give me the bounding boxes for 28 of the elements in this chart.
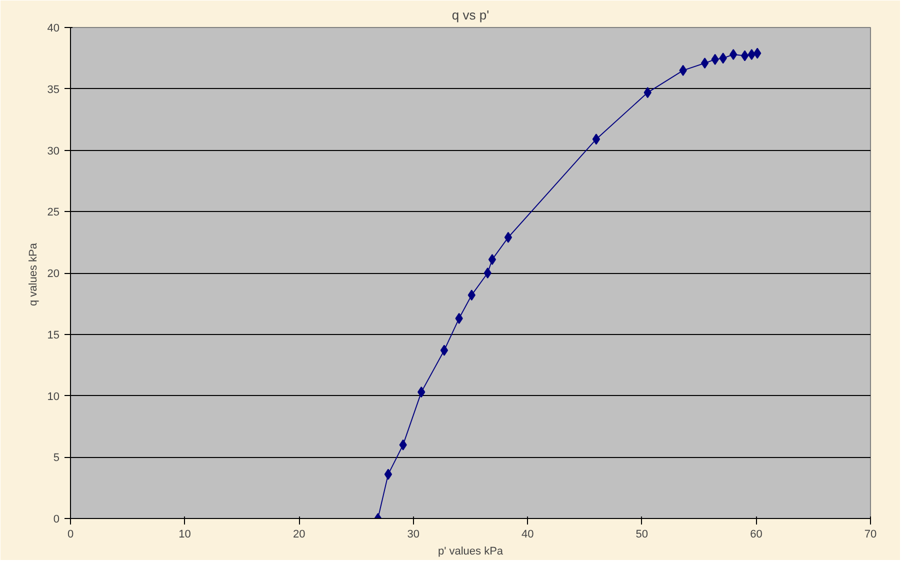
y-tick-label: 30 — [47, 145, 60, 158]
x-axis-title: p' values kPa — [438, 546, 504, 558]
y-tick-label: 0 — [53, 514, 60, 526]
chart-title: q vs p' — [452, 8, 490, 22]
x-tick-label: 30 — [407, 528, 420, 540]
x-tick-label: 50 — [636, 528, 648, 540]
point — [740, 50, 749, 62]
y-axis-title: q values kPa — [27, 242, 40, 306]
point — [488, 254, 496, 265]
point — [484, 268, 492, 278]
x-tick-label: 60 — [750, 528, 762, 540]
y-tick-label: 40 — [47, 22, 60, 34]
point — [504, 232, 512, 243]
y-tick-label: 10 — [47, 390, 60, 403]
y-tick-label: 25 — [47, 206, 60, 219]
x-tick-label: 40 — [522, 528, 534, 540]
x-tick-label: 20 — [292, 528, 306, 540]
x-tick-label: 70 — [864, 528, 877, 540]
y-tick-label: 15 — [47, 329, 60, 342]
y-tick-label: 20 — [47, 268, 60, 280]
point — [700, 58, 709, 69]
y-tick-label: 35 — [47, 84, 60, 96]
point — [384, 468, 392, 480]
point — [440, 344, 448, 356]
y-tick-label: 5 — [53, 452, 60, 464]
point — [592, 134, 600, 145]
x-tick-label: 10 — [178, 528, 191, 540]
x-tick-label: 0 — [67, 528, 74, 540]
